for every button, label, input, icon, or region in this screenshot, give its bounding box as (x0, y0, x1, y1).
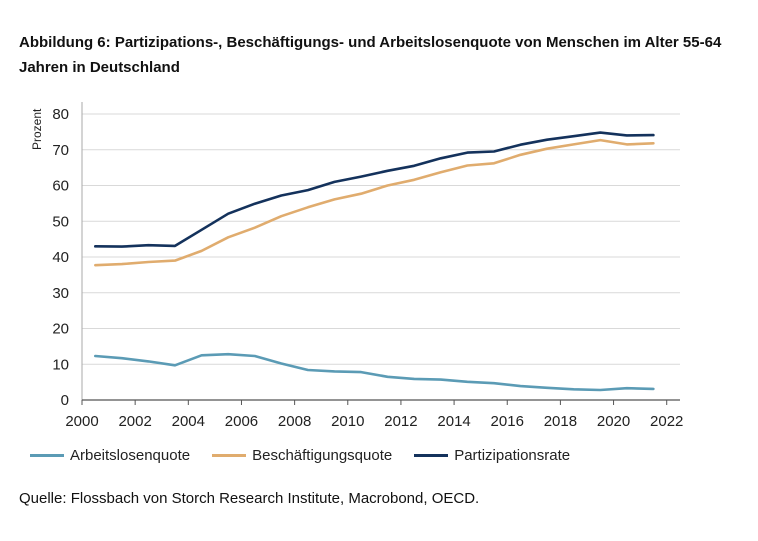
y-tick-label-50: 50 (52, 213, 69, 230)
legend-item-arbeitslosenquote: Arbeitslosenquote (30, 447, 190, 464)
x-tick-label-2014: 2014 (437, 413, 470, 430)
legend-item-beschaeftigungsquote: Beschäftigungsquote (212, 447, 392, 464)
x-tick-label-2016: 2016 (491, 413, 524, 430)
y-tick-labels: 0 10 20 30 40 50 60 70 80 (52, 106, 69, 409)
x-tick-labels: 2000 2002 2004 2006 2008 2010 2012 2014 2016 2018… (65, 413, 683, 430)
x-tick-label-2022: 2022 (650, 413, 683, 430)
chart-title: Abbildung 6: Partizipations-, Beschäftig… (19, 34, 722, 76)
legend-label-arbeitslosenquote: Arbeitslosenquote (70, 447, 191, 464)
legend-label-beschaeftigungsquote: Beschäftigungsquote (252, 447, 393, 464)
series-lines (94, 131, 655, 392)
x-tick-label-2004: 2004 (172, 413, 205, 430)
legend-swatch-arbeitslosenquote (30, 454, 64, 457)
source-note: Quelle: Flossbach von Storch Research In… (19, 490, 480, 507)
y-tick-label-40: 40 (52, 249, 69, 266)
x-tick-label-2002: 2002 (118, 413, 151, 430)
x-tick-label-2020: 2020 (597, 413, 630, 430)
y-tick-label-60: 60 (52, 178, 69, 195)
legend-swatch-beschaeftigungsquote (212, 454, 247, 457)
series-line-beschaeftigungsquote (94, 138, 655, 267)
x-tick-label-2010: 2010 (331, 413, 364, 430)
legend: Arbeitslosenquote Beschäftigungsquote Pa… (30, 447, 592, 464)
y-tick-label-80: 80 (52, 106, 69, 123)
legend-label-partizipationsrate: Partizipationsrate (454, 447, 571, 464)
y-tick-label-20: 20 (52, 321, 69, 338)
x-tick-label-2000: 2000 (65, 413, 98, 430)
legend-item-partizipationsrate: Partizipationsrate (414, 447, 570, 464)
y-tick-label-0: 0 (61, 392, 69, 409)
legend-swatch-partizipationsrate (414, 454, 449, 457)
axes (81, 102, 680, 405)
x-tick-label-2008: 2008 (278, 413, 311, 430)
series-line-partizipationsrate (94, 131, 655, 248)
x-tick-label-2006: 2006 (225, 413, 258, 430)
series-line-arbeitslosenquote (94, 352, 655, 392)
y-tick-label-70: 70 (52, 142, 69, 159)
gridlines (82, 113, 680, 365)
x-tick-label-2018: 2018 (544, 413, 577, 430)
x-tick-label-2012: 2012 (384, 413, 417, 430)
y-tick-label-10: 10 (52, 356, 69, 373)
y-tick-label-30: 30 (52, 285, 69, 302)
